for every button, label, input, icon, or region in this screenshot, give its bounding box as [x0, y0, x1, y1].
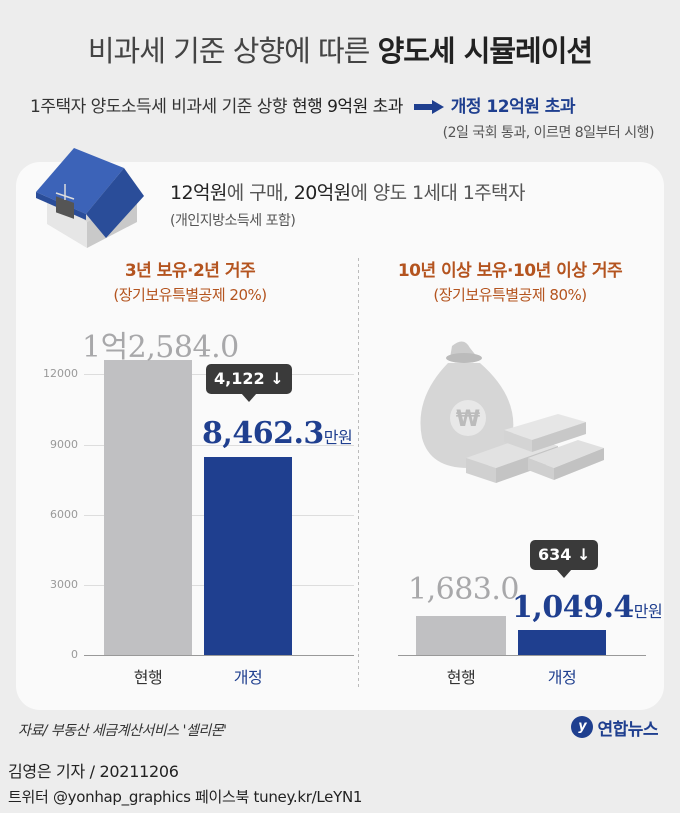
chart1-title: 3년 보유·2년 거주 — [124, 261, 256, 281]
chart2-unit: 만원 — [633, 602, 663, 621]
chart1-value-current: 1억2,584.0 — [82, 330, 239, 365]
logo-mark-icon: y — [571, 716, 594, 738]
chart2-category-revised: 개정 — [547, 668, 577, 687]
page-title: 비과세 기준 상향에 따른 양도세 시뮬레이션 — [87, 34, 594, 68]
chart1-unit: 만원 — [323, 428, 353, 447]
y-tick-label: 3000 — [50, 578, 78, 591]
revised-threshold: 개정 12억원 초과 — [450, 97, 576, 117]
chart1-diff-badge: 4,122 ↓ — [206, 364, 292, 402]
page-title-emphasis: 양도세 시뮬레이션 — [377, 34, 594, 68]
chart2-title: 10년 이상 보유·10년 이상 거주 — [397, 261, 623, 281]
chart2-category-current: 현행 — [446, 668, 476, 687]
chart1-category-current: 현행 — [133, 668, 163, 687]
section-divider — [358, 258, 359, 690]
down-arrow-icon: ↓ — [576, 545, 591, 564]
x-axis — [84, 655, 354, 656]
house-icon — [36, 148, 144, 248]
y-tick-label: 0 — [71, 648, 78, 661]
chart1-subtitle: (장기보유특별공제 20%) — [113, 286, 267, 304]
source-credit: 자료/ 부동산 세금계산서비스 '셀리몬' — [18, 723, 227, 739]
right-arrow-icon — [413, 100, 444, 114]
money-bag-icon: ₩ — [420, 341, 604, 483]
byline: 김영은 기자 / 20211206 — [8, 762, 179, 781]
chart2-diff-badge: 634 ↓ — [530, 540, 599, 578]
chart2-value-current: 1,683.0 — [408, 572, 520, 607]
y-tick-label: 6000 — [50, 508, 78, 521]
subtitle-text: 1주택자 양도소득세 비과세 기준 상향 — [30, 97, 288, 117]
case-description: 12억원에 구매, 20억원에 양도 1세대 1주택자 — [170, 182, 525, 204]
y-tick-label: 9000 — [50, 438, 78, 451]
chart1-category-revised: 개정 — [233, 668, 263, 687]
current-threshold: 현행 9억원 초과 — [291, 97, 403, 117]
social-links: 트위터 @yonhap_graphics 페이스북 tuney.kr/LeYN1 — [8, 788, 363, 806]
case-note: (개인지방소득세 포함) — [170, 213, 296, 229]
chart1-bar-revised — [204, 456, 292, 655]
y-tick-label: 12000 — [43, 367, 78, 380]
chart1-bar-current — [104, 360, 192, 655]
y-gridline — [84, 445, 354, 446]
chart2-bar-current — [416, 615, 506, 655]
yonhap-logo: y 연합뉴스 — [571, 712, 658, 742]
x-axis — [398, 655, 646, 656]
chart2-bar-revised — [518, 630, 606, 655]
down-arrow-icon: ↓ — [270, 369, 284, 388]
chart2-value-revised: 1,049.4만원 — [512, 590, 663, 625]
svg-text:₩: ₩ — [456, 407, 480, 432]
enactment-note: (2일 국회 통과, 이르면 8일부터 시행) — [442, 125, 655, 141]
chart2-subtitle: (장기보유특별공제 80%) — [433, 286, 587, 304]
chart1-value-revised: 8,462.3만원 — [202, 416, 353, 451]
policy-subtitle: 1주택자 양도소득세 비과세 기준 상향 현행 9억원 초과 개정 12억원 초… — [30, 92, 660, 117]
